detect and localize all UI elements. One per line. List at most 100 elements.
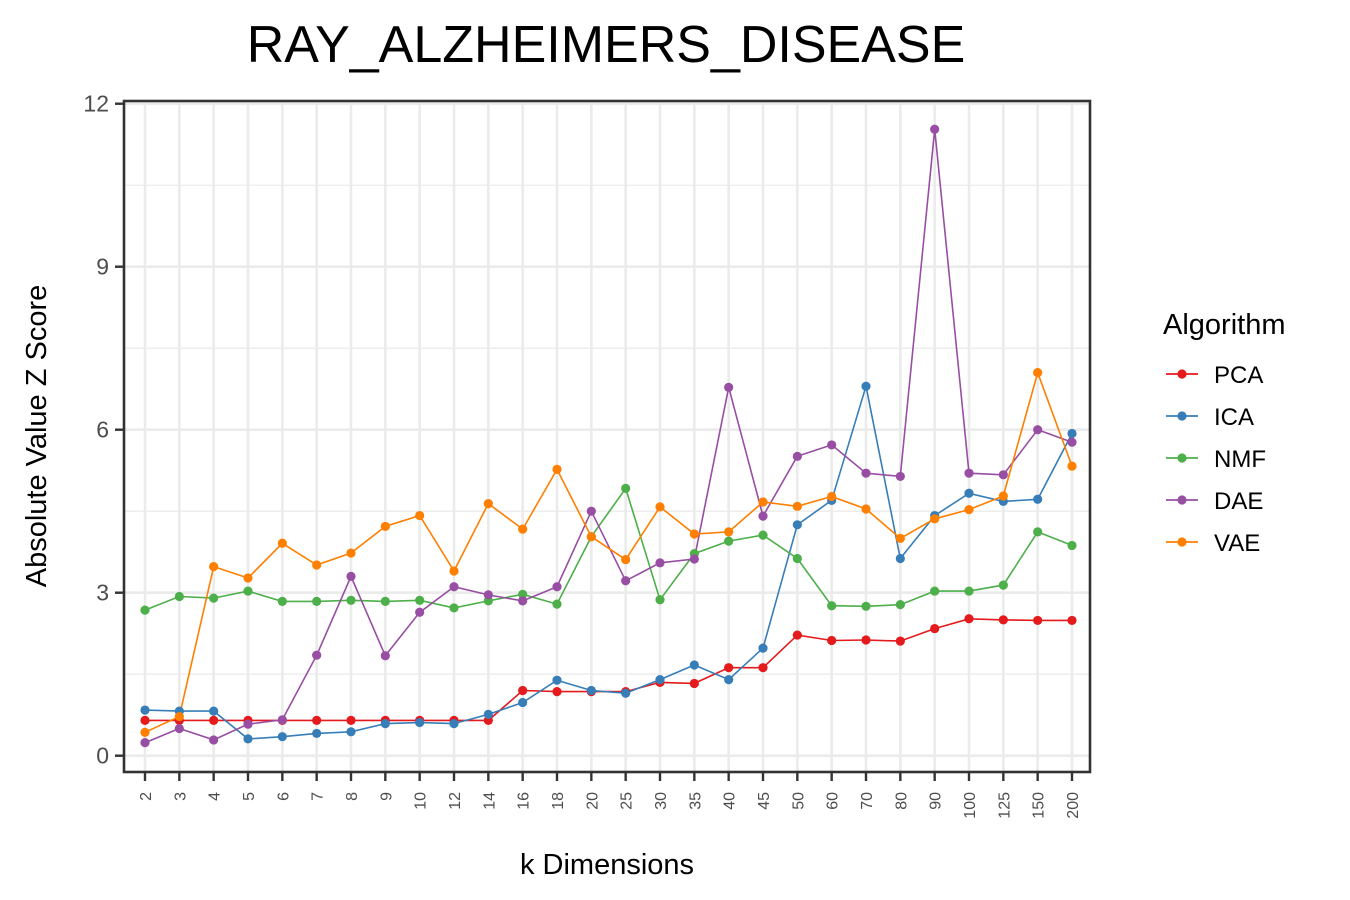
data-point-nmf bbox=[998, 580, 1008, 590]
legend-label-nmf: NMF bbox=[1214, 446, 1266, 473]
data-point-ica bbox=[209, 706, 219, 716]
data-point-pca bbox=[346, 715, 356, 725]
legend-key-point-dae bbox=[1177, 495, 1187, 505]
x-tick-label: 4 bbox=[207, 792, 224, 801]
data-point-nmf bbox=[861, 601, 871, 611]
data-point-ica bbox=[243, 734, 253, 744]
data-point-ica bbox=[792, 520, 802, 530]
data-point-vae bbox=[483, 499, 493, 509]
data-point-ica bbox=[586, 685, 596, 696]
data-point-nmf bbox=[895, 600, 905, 610]
data-point-nmf bbox=[792, 553, 802, 564]
data-point-ica bbox=[1033, 494, 1043, 504]
data-point-ica bbox=[483, 709, 493, 720]
data-point-dae bbox=[998, 470, 1008, 480]
gridlines bbox=[124, 101, 1090, 772]
legend-title: Algorithm bbox=[1163, 309, 1286, 341]
data-point-vae bbox=[346, 548, 356, 558]
y-tick-label: 9 bbox=[96, 254, 109, 280]
x-tick-label: 200 bbox=[1065, 792, 1082, 819]
data-point-vae bbox=[140, 727, 150, 737]
data-point-nmf bbox=[209, 593, 219, 603]
data-point-nmf bbox=[518, 589, 528, 599]
x-tick-label: 25 bbox=[619, 792, 636, 810]
x-tick-label: 9 bbox=[378, 792, 395, 801]
data-point-ica bbox=[861, 381, 871, 391]
data-point-ica bbox=[312, 728, 322, 739]
legend-key-point-pca bbox=[1177, 369, 1187, 379]
data-point-dae bbox=[449, 582, 459, 592]
data-point-vae bbox=[518, 524, 528, 534]
data-point-nmf bbox=[243, 586, 253, 596]
data-point-vae bbox=[174, 711, 184, 722]
x-tick-label: 150 bbox=[1031, 792, 1048, 819]
data-point-nmf bbox=[1067, 540, 1077, 551]
data-point-vae bbox=[1067, 461, 1077, 471]
series-line-dae bbox=[144, 129, 1073, 744]
data-point-vae bbox=[998, 491, 1008, 501]
x-axis-title: k Dimensions bbox=[520, 849, 694, 881]
data-point-vae bbox=[209, 562, 219, 572]
data-point-dae bbox=[792, 451, 802, 461]
legend: Algorithm PCA ICA NMF DAE VAE bbox=[1163, 309, 1286, 557]
x-tick-label: 14 bbox=[481, 792, 498, 810]
data-point-nmf bbox=[758, 530, 768, 540]
data-point-vae bbox=[243, 573, 253, 583]
plot-panel-border bbox=[122, 99, 1092, 774]
data-point-vae bbox=[586, 532, 596, 542]
data-point-dae bbox=[552, 582, 562, 592]
data-point-ica bbox=[621, 688, 631, 698]
data-point-ica bbox=[895, 553, 905, 564]
data-point-nmf bbox=[174, 591, 184, 602]
data-point-vae bbox=[895, 533, 905, 543]
x-tick-label: 16 bbox=[516, 792, 533, 810]
series-line-vae bbox=[144, 370, 1073, 734]
data-point-pca bbox=[1033, 615, 1043, 626]
x-tick-label: 35 bbox=[687, 792, 704, 810]
data-point-dae bbox=[895, 471, 905, 482]
data-point-pca bbox=[140, 715, 150, 725]
data-point-pca bbox=[209, 715, 219, 725]
data-point-dae bbox=[861, 468, 871, 478]
x-tick-label: 10 bbox=[413, 792, 430, 810]
data-point-vae bbox=[827, 491, 837, 502]
data-point-ica bbox=[140, 705, 150, 715]
data-point-dae bbox=[243, 719, 253, 729]
data-point-nmf bbox=[724, 536, 734, 546]
data-point-ica bbox=[689, 660, 699, 670]
data-point-dae bbox=[380, 651, 390, 661]
data-point-nmf bbox=[827, 601, 837, 611]
data-point-nmf bbox=[312, 596, 322, 606]
data-point-ica bbox=[346, 727, 356, 737]
data-point-nmf bbox=[930, 586, 940, 596]
data-point-pca bbox=[724, 663, 734, 673]
y-axis: 0 3 6 9 12 bbox=[83, 91, 124, 769]
y-tick-label: 0 bbox=[96, 743, 109, 769]
data-point-dae bbox=[655, 558, 665, 568]
x-tick-label: 6 bbox=[275, 792, 292, 801]
data-point-dae bbox=[483, 590, 493, 600]
x-tick-label: 18 bbox=[550, 792, 567, 810]
y-tick-label: 6 bbox=[96, 417, 109, 443]
x-tick-label: 12 bbox=[447, 792, 464, 810]
data-point-ica bbox=[380, 719, 390, 729]
data-point-pca bbox=[518, 685, 528, 696]
x-tick-label: 2 bbox=[138, 792, 155, 801]
data-point-dae bbox=[827, 440, 837, 450]
x-tick-label: 50 bbox=[790, 792, 807, 810]
data-point-vae bbox=[621, 554, 631, 565]
data-point-dae bbox=[724, 382, 734, 392]
series-lines bbox=[144, 129, 1073, 744]
data-point-ica bbox=[449, 719, 459, 729]
data-point-ica bbox=[415, 717, 425, 728]
x-tick-label: 40 bbox=[722, 792, 739, 810]
data-point-dae bbox=[964, 468, 974, 478]
data-point-vae bbox=[861, 504, 871, 514]
legend-label-vae: VAE bbox=[1214, 530, 1260, 557]
data-point-vae bbox=[724, 527, 734, 537]
data-point-ica bbox=[552, 675, 562, 685]
data-point-vae bbox=[380, 521, 390, 532]
data-point-dae bbox=[346, 571, 356, 582]
data-point-pca bbox=[689, 678, 699, 689]
